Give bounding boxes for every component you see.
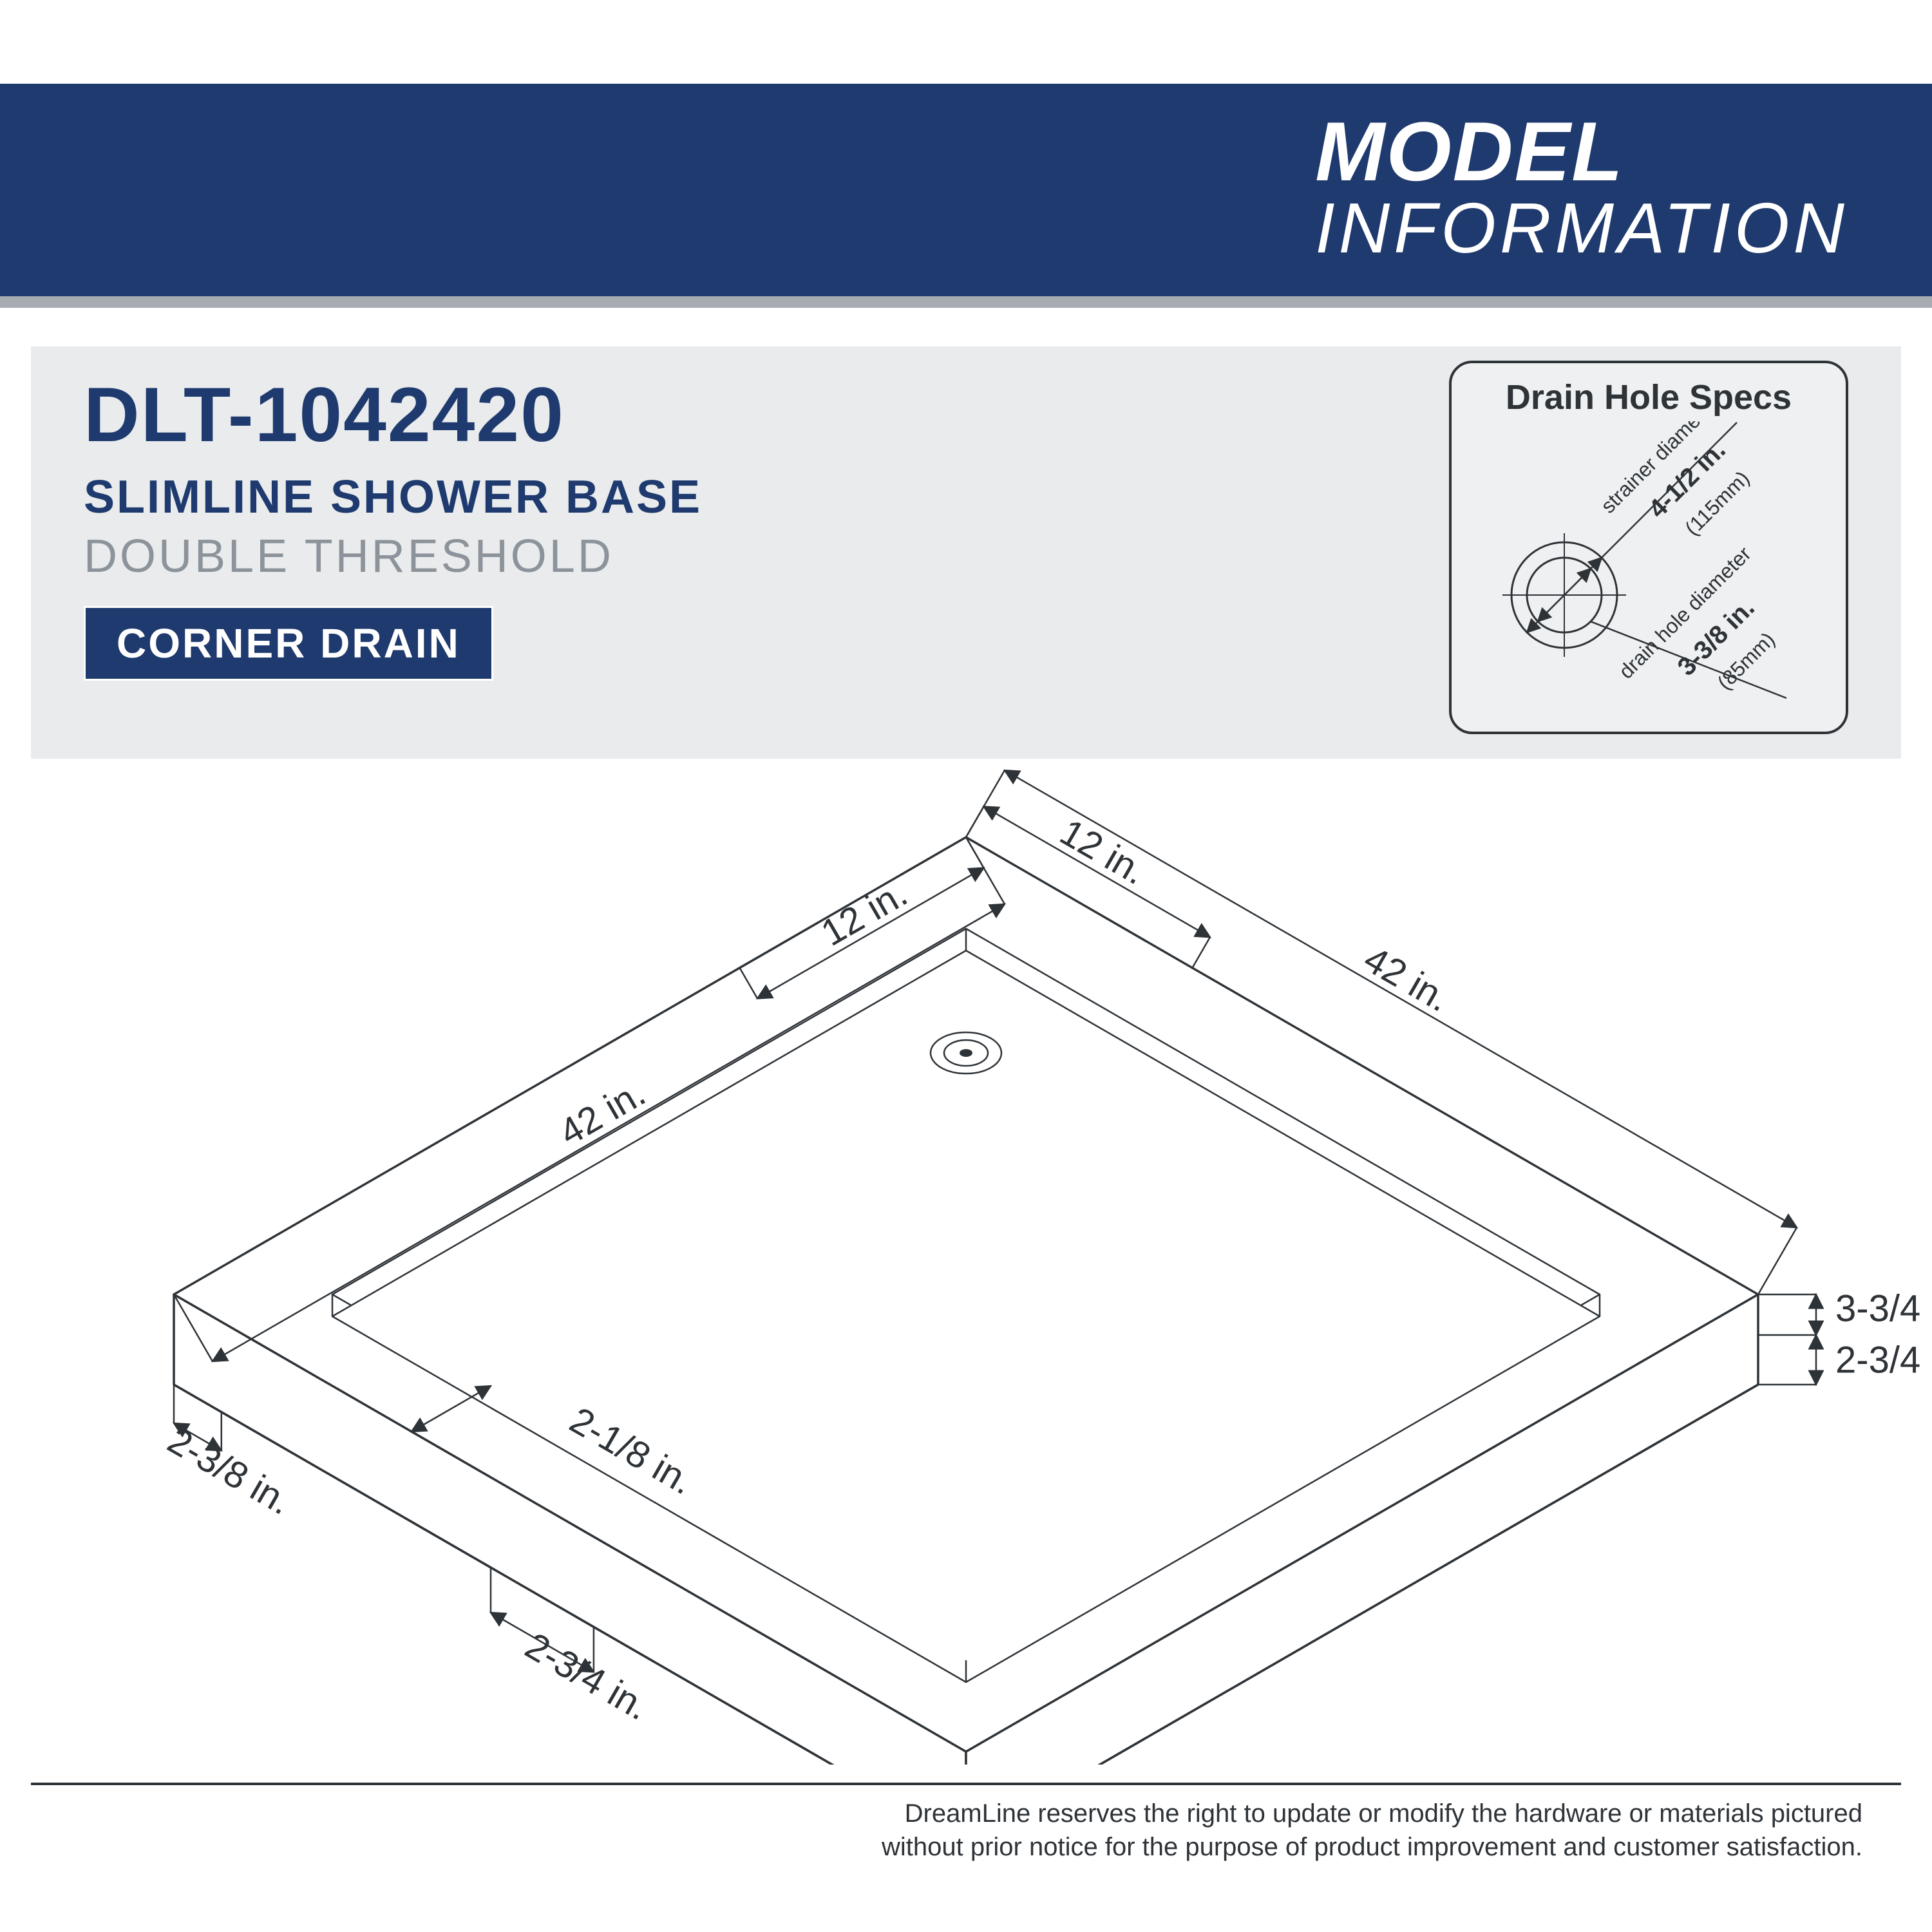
- product-diagram: 42 in.42 in.12 in.12 in.2-1/8 in.2-3/8 i…: [0, 760, 1932, 1765]
- drain-specs-box: Drain Hole Specs strainer diameter4-1/2 …: [1449, 361, 1848, 734]
- model-subtitle: DOUBLE THRESHOLD: [84, 530, 702, 583]
- header-line1: MODEL: [1315, 109, 1848, 193]
- footer-rule: [31, 1783, 1901, 1785]
- model-badge: CORNER DRAIN: [84, 606, 493, 681]
- drain-specs-diagram: strainer diameter4-1/2 in.(115mm)drain h…: [1452, 421, 1851, 724]
- header-band: MODEL INFORMATION: [0, 84, 1932, 296]
- footer-line1: DreamLine reserves the right to update o…: [905, 1799, 1862, 1828]
- svg-text:42 in.: 42 in.: [1357, 938, 1457, 1020]
- drain-specs-title: Drain Hole Specs: [1452, 363, 1846, 417]
- svg-text:2-3/4 in.: 2-3/4 in.: [1835, 1340, 1932, 1381]
- model-name: SLIMLINE SHOWER BASE: [84, 471, 702, 524]
- footer-line2: without prior notice for the purpose of …: [882, 1833, 1862, 1861]
- footer-text: DreamLine reserves the right to update o…: [31, 1797, 1901, 1864]
- model-sku: DLT-1042420: [84, 370, 702, 459]
- header-line2: INFORMATION: [1315, 193, 1848, 264]
- svg-text:3-3/4 in.: 3-3/4 in.: [1835, 1288, 1932, 1330]
- model-info: DLT-1042420 SLIMLINE SHOWER BASE DOUBLE …: [84, 370, 702, 681]
- header-underline: [0, 296, 1932, 308]
- svg-text:12 in.: 12 in.: [1053, 811, 1153, 893]
- header-title: MODEL INFORMATION: [1315, 109, 1848, 264]
